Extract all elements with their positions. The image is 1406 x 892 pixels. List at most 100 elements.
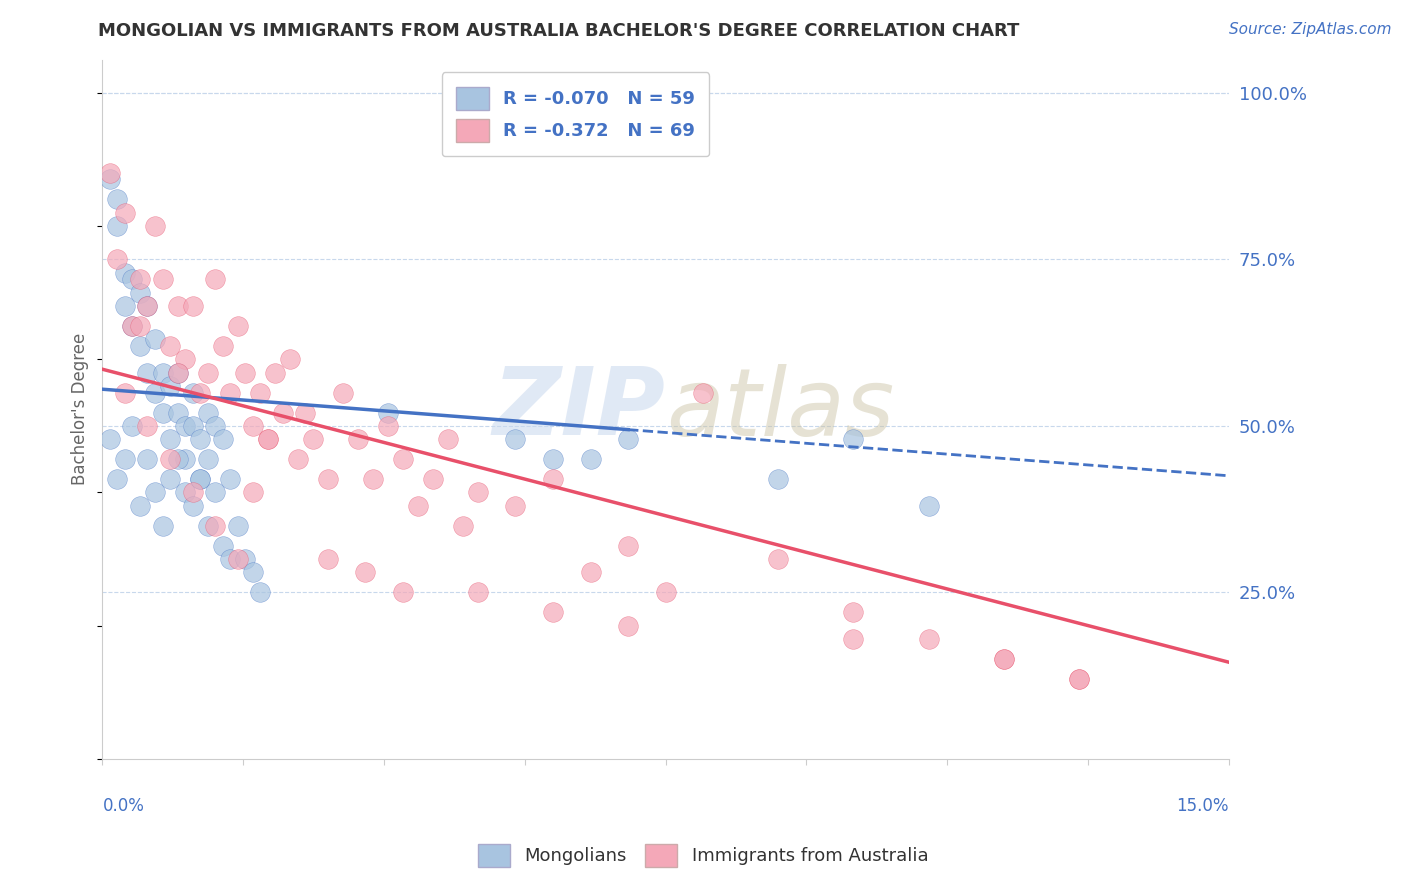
Point — [174, 485, 197, 500]
Point — [917, 499, 939, 513]
Point — [993, 652, 1015, 666]
Point — [422, 472, 444, 486]
Point — [654, 585, 676, 599]
Point — [768, 552, 790, 566]
Point — [159, 379, 181, 393]
Point — [204, 418, 226, 433]
Point — [129, 285, 152, 300]
Point — [188, 472, 211, 486]
Point — [211, 432, 233, 446]
Point — [505, 499, 527, 513]
Point — [354, 566, 377, 580]
Point — [211, 339, 233, 353]
Point — [1067, 672, 1090, 686]
Point — [505, 432, 527, 446]
Point — [107, 252, 129, 267]
Point — [114, 385, 136, 400]
Point — [188, 472, 211, 486]
Point — [166, 366, 188, 380]
Point — [406, 499, 429, 513]
Point — [541, 452, 564, 467]
Point — [152, 518, 174, 533]
Point — [256, 432, 278, 446]
Point — [197, 452, 219, 467]
Text: MONGOLIAN VS IMMIGRANTS FROM AUSTRALIA BACHELOR'S DEGREE CORRELATION CHART: MONGOLIAN VS IMMIGRANTS FROM AUSTRALIA B… — [98, 22, 1019, 40]
Point — [541, 472, 564, 486]
Text: 0.0%: 0.0% — [103, 797, 145, 815]
Point — [361, 472, 384, 486]
Point — [249, 585, 271, 599]
Point — [842, 605, 865, 619]
Point — [204, 272, 226, 286]
Point — [166, 452, 188, 467]
Point — [451, 518, 474, 533]
Point — [114, 452, 136, 467]
Point — [107, 219, 129, 233]
Point — [143, 385, 166, 400]
Point — [181, 385, 204, 400]
Point — [617, 539, 640, 553]
Point — [226, 518, 249, 533]
Point — [917, 632, 939, 646]
Point — [392, 585, 415, 599]
Point — [287, 452, 309, 467]
Point — [197, 518, 219, 533]
Point — [242, 566, 264, 580]
Point — [136, 418, 159, 433]
Point — [98, 172, 121, 186]
Text: 15.0%: 15.0% — [1177, 797, 1229, 815]
Point — [143, 219, 166, 233]
Point — [233, 366, 256, 380]
Point — [174, 418, 197, 433]
Point — [226, 318, 249, 333]
Point — [121, 418, 143, 433]
Point — [264, 366, 287, 380]
Point — [129, 272, 152, 286]
Point — [121, 318, 143, 333]
Point — [541, 605, 564, 619]
Point — [152, 366, 174, 380]
Y-axis label: Bachelor's Degree: Bachelor's Degree — [72, 333, 89, 485]
Point — [226, 552, 249, 566]
Point — [166, 299, 188, 313]
Point — [121, 318, 143, 333]
Point — [136, 452, 159, 467]
Point — [346, 432, 368, 446]
Point — [197, 366, 219, 380]
Point — [316, 472, 339, 486]
Point — [1067, 672, 1090, 686]
Point — [219, 552, 242, 566]
Point — [143, 485, 166, 500]
Point — [136, 366, 159, 380]
Point — [437, 432, 460, 446]
Point — [842, 432, 865, 446]
Point — [181, 485, 204, 500]
Point — [993, 652, 1015, 666]
Point — [159, 472, 181, 486]
Point — [174, 452, 197, 467]
Point — [159, 452, 181, 467]
Point — [617, 618, 640, 632]
Point — [114, 299, 136, 313]
Point — [114, 266, 136, 280]
Point — [256, 432, 278, 446]
Point — [278, 352, 301, 367]
Point — [181, 299, 204, 313]
Point — [579, 452, 602, 467]
Point — [467, 485, 489, 500]
Point — [271, 405, 294, 419]
Point — [219, 385, 242, 400]
Point — [842, 632, 865, 646]
Point — [129, 339, 152, 353]
Point — [129, 499, 152, 513]
Point — [219, 472, 242, 486]
Point — [204, 485, 226, 500]
Point — [467, 585, 489, 599]
Point — [188, 432, 211, 446]
Point — [233, 552, 256, 566]
Point — [107, 472, 129, 486]
Point — [152, 405, 174, 419]
Point — [316, 552, 339, 566]
Legend: R = -0.070   N = 59, R = -0.372   N = 69: R = -0.070 N = 59, R = -0.372 N = 69 — [441, 72, 710, 156]
Point — [143, 332, 166, 346]
